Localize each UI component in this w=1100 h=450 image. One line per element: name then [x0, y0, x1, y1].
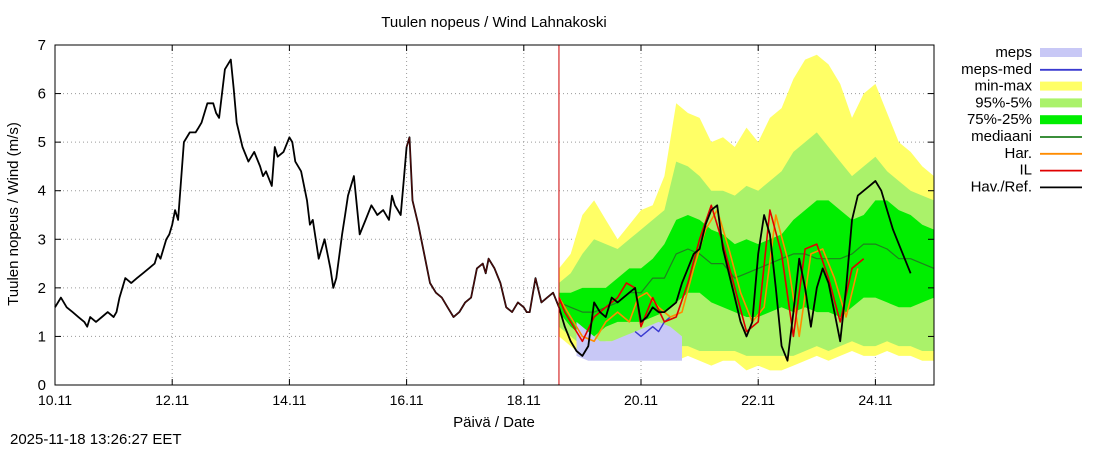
x-tick-label: 22.11 — [741, 392, 775, 408]
legend-label-1: meps-med — [961, 61, 1032, 78]
meps-band — [576, 321, 682, 361]
legend: mepsmeps-medmin-max95%-5%75%-25%mediaani… — [961, 44, 1082, 195]
x-tick-label: 24.11 — [858, 392, 892, 408]
legend-label-6: Har. — [1004, 145, 1032, 162]
observed-model-overlap-line — [406, 137, 560, 318]
har-line — [558, 209, 859, 343]
x-tick-label: 18.11 — [507, 392, 541, 408]
plot-frame — [54, 44, 935, 386]
legend-label-5: mediaani — [971, 128, 1032, 145]
y-tick-label: 2 — [38, 280, 46, 297]
legend-label-0: meps — [995, 44, 1032, 61]
chart-title: Tuulen nopeus / Wind Lahnakoski — [381, 14, 606, 31]
legend-label-4: 75%-25% — [967, 111, 1032, 128]
legend-label-2: min-max — [974, 78, 1032, 95]
y-tick-label: 0 — [38, 377, 46, 394]
x-axis-label: Päivä / Date — [453, 414, 535, 431]
legend-label-3: 95%-5% — [975, 94, 1032, 111]
x-tick-label: 20.11 — [624, 392, 658, 408]
x-tick-label: 12.11 — [155, 392, 189, 408]
x-tick-label: 10.11 — [38, 392, 72, 408]
y-tick-label: 6 — [38, 86, 46, 103]
legend-label-7: IL — [1019, 162, 1032, 179]
x-tick-label: 16.11 — [390, 392, 424, 408]
x-tick-label: 14.11 — [272, 392, 306, 408]
timestamp: 2025-11-18 13:26:27 EET — [10, 431, 182, 448]
il-line — [558, 204, 865, 343]
legend-label-8: Hav./Ref. — [971, 178, 1032, 195]
y-tick-label: 1 — [38, 328, 46, 345]
y-axis-label: Tuulen nopeus / Wind (m/s) — [5, 122, 22, 306]
plot-area: 0 1 2 3 4 5 6 7 10.11 12.11 14.11 16.11 18.11 20.11 22… — [38, 37, 935, 408]
y-tick-label: 3 — [38, 231, 46, 248]
p75-25-band — [559, 200, 934, 337]
y-tick-label: 4 — [38, 183, 46, 200]
legend-swatch-2 — [1040, 81, 1082, 91]
legend-swatch-0 — [1040, 48, 1082, 57]
legend-swatch-4 — [1040, 115, 1082, 125]
legend-swatch-3 — [1040, 98, 1082, 108]
y-tick-label: 5 — [38, 134, 46, 151]
y-tick-label: 7 — [38, 37, 46, 54]
